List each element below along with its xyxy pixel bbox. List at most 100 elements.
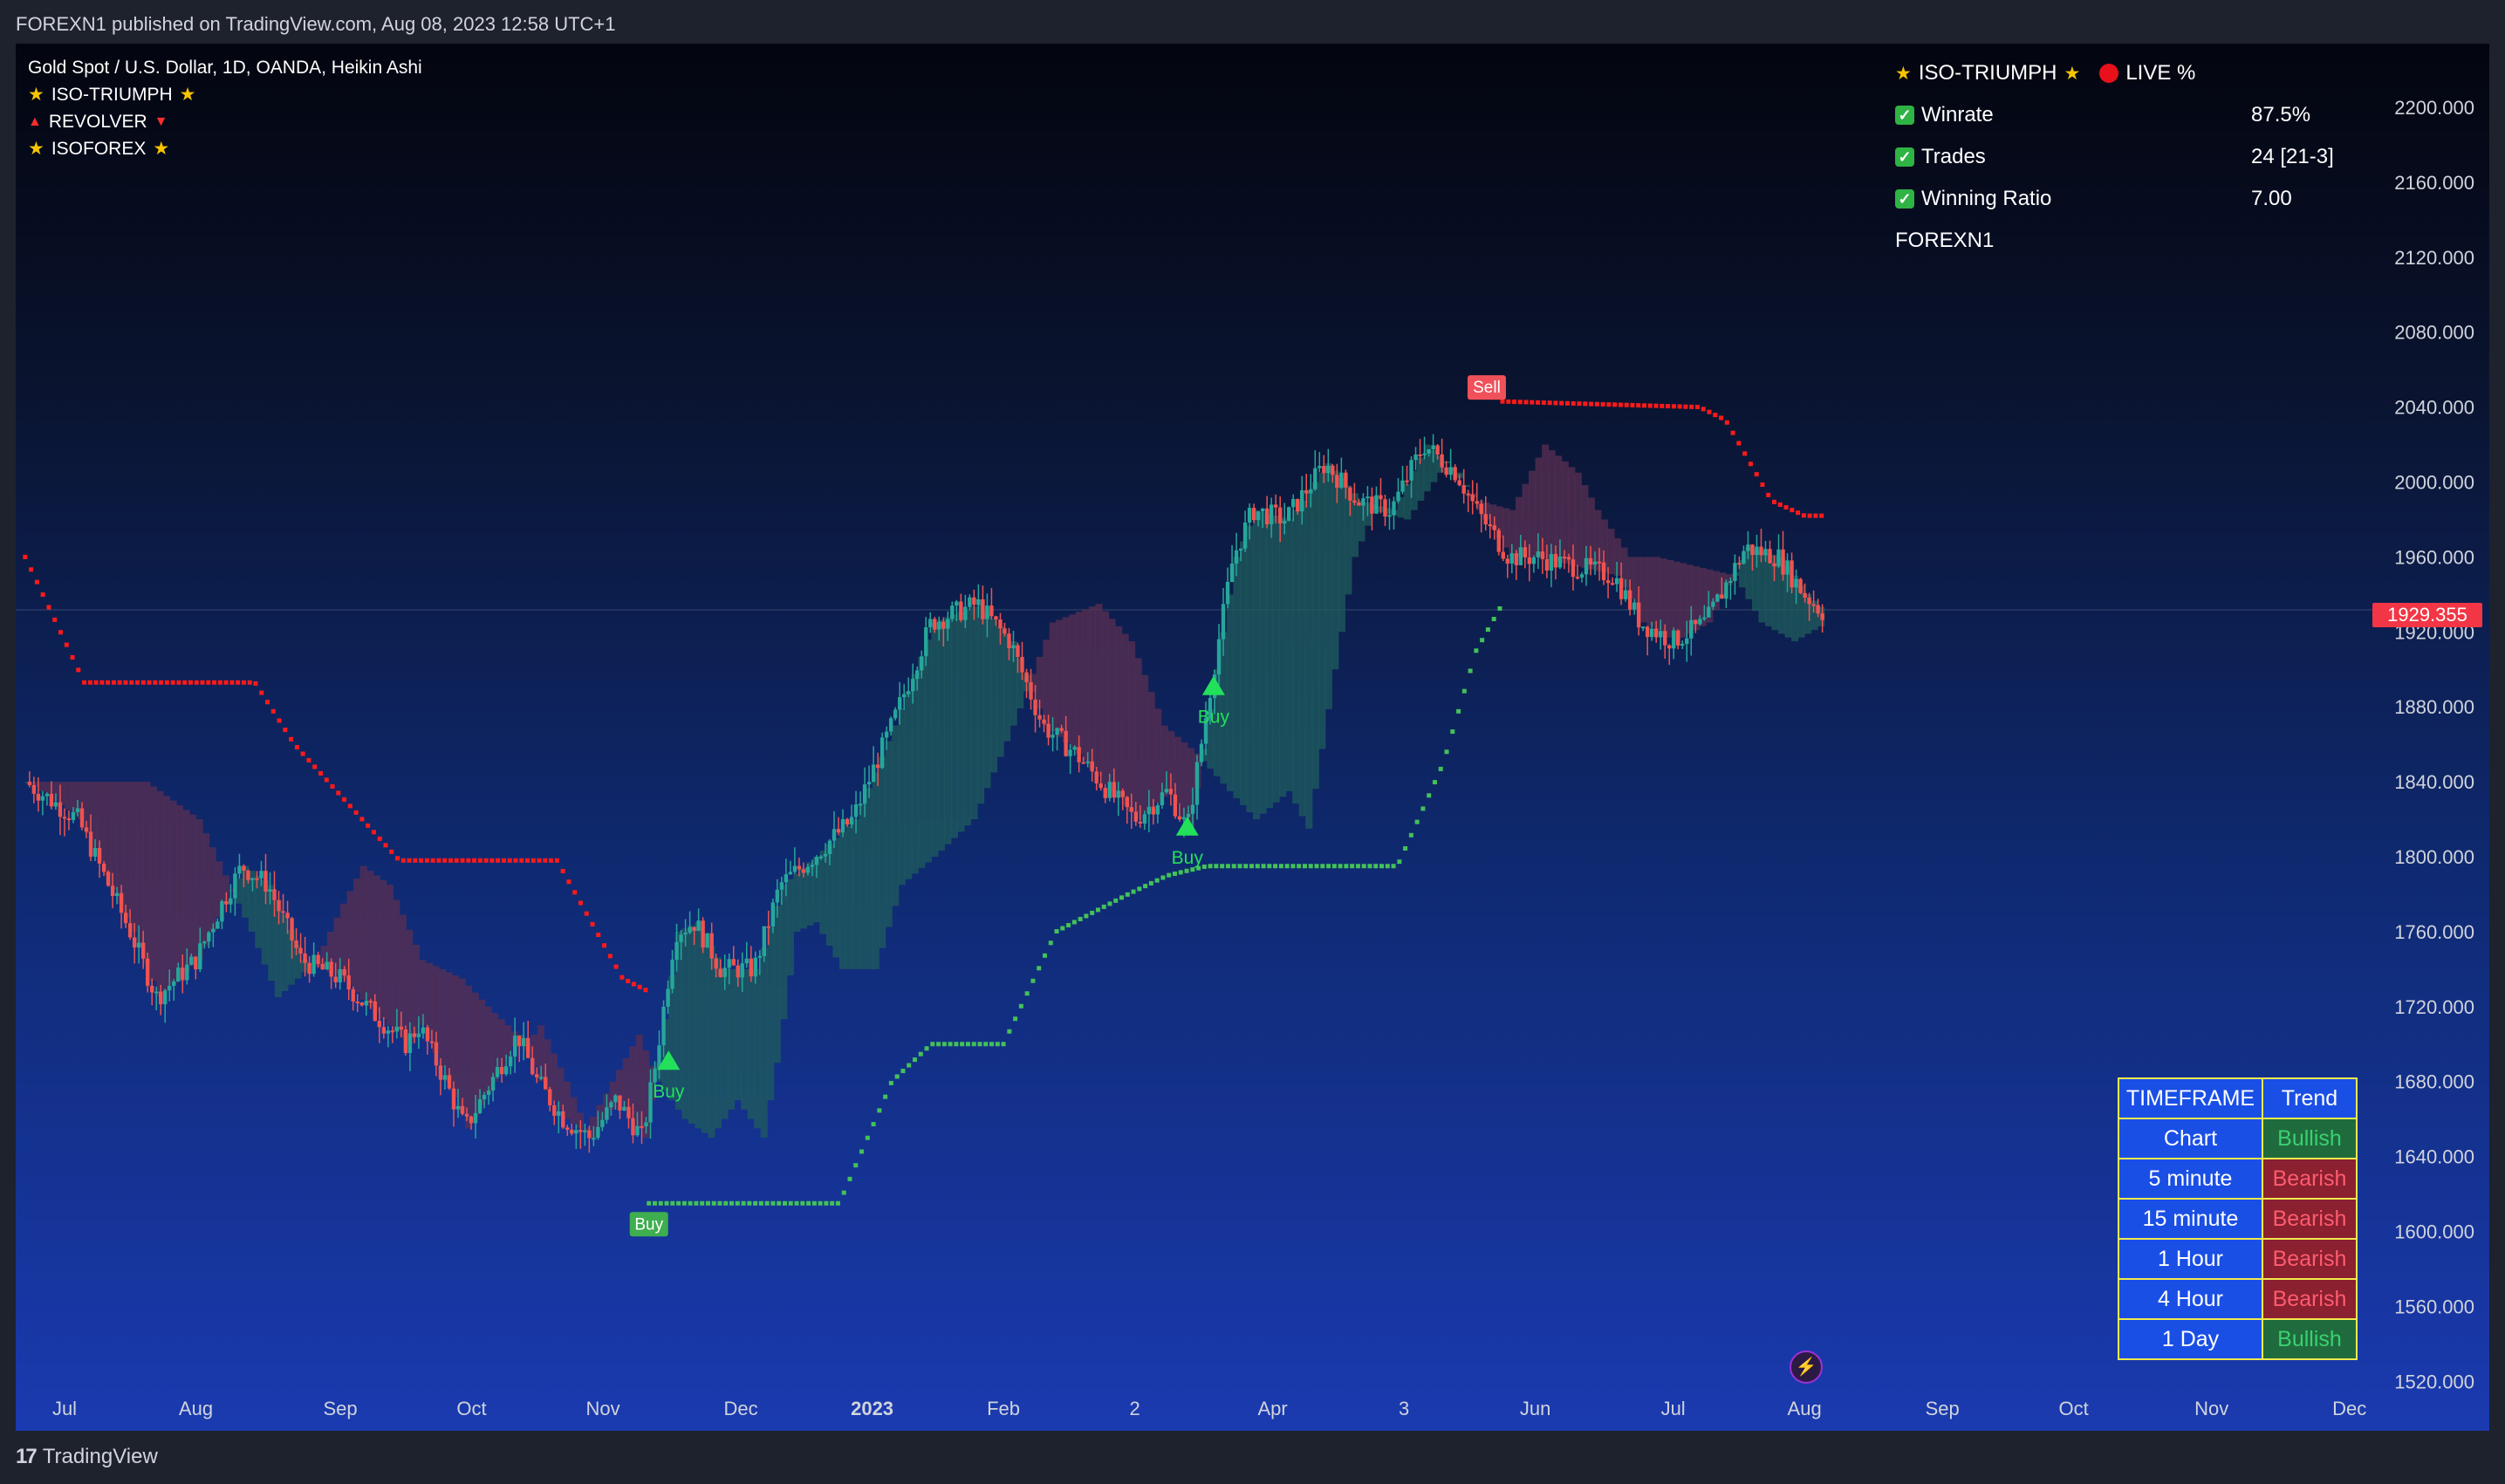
cloud-segment <box>91 782 99 848</box>
x-tick-label: Oct <box>2059 1398 2089 1419</box>
candle-body <box>631 1118 635 1136</box>
stop-mark <box>735 1200 740 1206</box>
candle-body <box>329 961 333 977</box>
cloud-segment <box>1686 564 1694 634</box>
candle-body <box>1229 564 1235 583</box>
checkmark-icon: ✓ <box>1895 189 1914 209</box>
candle-body <box>1037 715 1042 720</box>
candle-body <box>1024 672 1029 682</box>
x-tick-label: Nov <box>585 1398 619 1419</box>
cloud-segment <box>1181 742 1188 817</box>
cloud-segment <box>84 782 92 834</box>
y-tick-label: 1840.000 <box>2394 771 2474 793</box>
footer-bar <box>0 1431 2505 1484</box>
cloud-segment <box>1797 585 1805 638</box>
candle-body <box>552 1104 557 1116</box>
cloud-segment <box>799 867 807 929</box>
stop-mark <box>530 858 536 863</box>
cloud-segment <box>366 871 374 1007</box>
cloud-segment <box>767 927 775 1101</box>
stop-mark <box>1506 399 1511 404</box>
cloud-segment <box>1128 641 1136 812</box>
candle-body <box>1296 498 1300 512</box>
candle-body <box>386 1030 391 1034</box>
star-icon: ★ <box>1895 63 1912 84</box>
lightning-icon[interactable]: ⚡ <box>1790 1351 1823 1384</box>
legend-revolver[interactable]: ▲ REVOLVER ▼ <box>28 108 422 135</box>
candle-body <box>530 1057 535 1075</box>
candle-body <box>1387 515 1392 517</box>
tradingview-logo[interactable]: 17 TradingView <box>16 1445 158 1469</box>
candle-body <box>1444 467 1448 475</box>
candle-body <box>574 1130 578 1134</box>
stop-mark <box>554 858 559 863</box>
candle-body <box>1672 630 1676 649</box>
candle-body <box>416 1033 421 1037</box>
stop-mark <box>1553 400 1558 406</box>
stop-mark <box>1683 404 1688 409</box>
cloud-segment <box>1121 633 1129 805</box>
y-tick-label: 2120.000 <box>2394 247 2474 269</box>
cloud-segment <box>728 968 736 1110</box>
cloud-segment <box>1115 626 1123 798</box>
candle-body <box>1046 723 1051 738</box>
candle-body <box>1427 449 1431 454</box>
stop-mark <box>106 680 111 685</box>
candle-body <box>1649 628 1654 638</box>
winrate-label: Winrate <box>1921 103 1994 127</box>
stop-mark <box>1796 510 1801 516</box>
buy-signal-label: Buy <box>653 1082 685 1102</box>
legend-iso-triumph[interactable]: ★ ISO-TRIUMPH ★ <box>28 81 422 108</box>
candle-body <box>359 1002 364 1006</box>
cloud-segment <box>1404 483 1412 520</box>
legend-isoforex[interactable]: ★ ISOFOREX ★ <box>28 135 422 162</box>
cloud-segment <box>530 1035 538 1066</box>
stop-mark <box>1196 865 1201 871</box>
symbol-title[interactable]: Gold Spot / U.S. Dollar, 1D, OANDA, Heik… <box>28 58 422 78</box>
stats-panel: ★ ISO-TRIUMPH ★ LIVE % ✓ Winrate 87.5% ✓ T… <box>1895 61 2384 270</box>
cloud-segment <box>1088 606 1097 769</box>
candle-body <box>259 871 264 879</box>
stop-mark <box>912 1057 917 1063</box>
candle-body <box>539 1077 544 1079</box>
cloud-segment <box>281 914 289 991</box>
candle-body <box>477 1099 483 1113</box>
candle-body <box>1772 563 1776 567</box>
cloud-segment <box>1791 575 1799 642</box>
stop-mark <box>1379 864 1385 869</box>
candle-body <box>464 1113 469 1117</box>
stop-mark <box>1694 405 1700 410</box>
stop-mark <box>430 858 435 863</box>
cloud-segment <box>616 1070 624 1101</box>
stop-mark <box>1172 872 1177 877</box>
candle-body <box>136 942 141 948</box>
cloud-segment <box>169 800 177 985</box>
cloud-segment <box>242 865 250 918</box>
cloud-segment <box>1680 563 1687 638</box>
candle-body <box>298 947 303 954</box>
cloud-segment <box>825 844 834 947</box>
cloud-segment <box>1200 749 1208 762</box>
cloud-segment <box>1062 617 1070 743</box>
trend-row-value: Bearish <box>2262 1158 2358 1200</box>
stop-mark <box>705 1200 710 1206</box>
trend-row-timeframe: 5 minute <box>2118 1158 2263 1200</box>
candle-body <box>849 817 854 825</box>
candle-body <box>412 1033 417 1037</box>
candle-body <box>731 959 736 966</box>
cloud-segment <box>438 968 447 1068</box>
stop-mark <box>442 858 448 863</box>
candle-body <box>1094 771 1099 783</box>
stop-mark <box>294 744 299 749</box>
candle-body <box>1453 467 1457 481</box>
candle-body <box>779 882 784 890</box>
stop-mark <box>1724 420 1729 425</box>
cloud-segment <box>550 1053 558 1101</box>
candle-body <box>985 605 989 619</box>
cloud-segment <box>714 957 722 1129</box>
candle-body <box>311 954 316 975</box>
cloud-segment <box>465 985 473 1129</box>
cloud-segment <box>1285 519 1293 791</box>
ratio-row: ✓ Winning Ratio 7.00 <box>1895 187 2384 229</box>
